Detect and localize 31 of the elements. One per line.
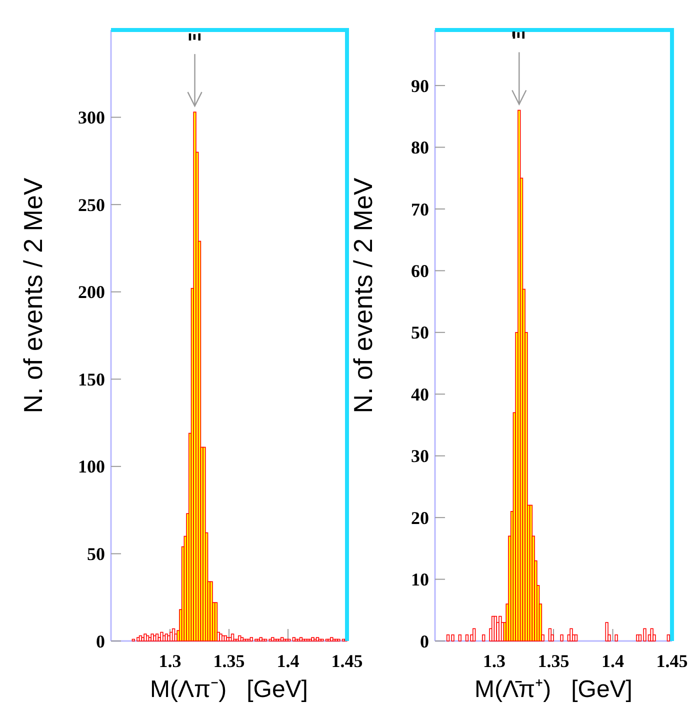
y-axis-title: N. of events / 2 MeV (348, 177, 378, 414)
y-tick-label: 250 (78, 194, 105, 215)
y-tick-label: 90 (411, 76, 429, 96)
x-tick-label: 1.3 (158, 651, 182, 671)
x-axis-title: M(Λ̄π⁺) [GeV] (474, 676, 632, 703)
x-tick-label: 1.4 (602, 651, 624, 671)
annotation: Ξ (185, 32, 204, 42)
x-tick-label: 1.35 (538, 651, 570, 671)
y-tick-label: 100 (78, 456, 105, 477)
y-axis-title: N. of events / 2 MeV (18, 177, 48, 414)
annotation: Ξ̄ (510, 30, 529, 40)
y-tick-label: 80 (411, 138, 429, 158)
x-axis-title: M(Λπ⁻) [GeV] (150, 676, 308, 703)
x-tick-label: 1.4 (276, 651, 300, 671)
y-tick-label: 50 (87, 544, 105, 564)
y-tick-label: 10 (411, 570, 429, 590)
y-tick-label: 0 (420, 631, 429, 652)
x-tick-label: 1.45 (331, 651, 363, 671)
y-tick-label: 300 (78, 108, 105, 128)
y-tick-label: 0 (96, 631, 105, 652)
y-tick-label: 150 (78, 369, 105, 390)
y-tick-label: 20 (411, 508, 429, 528)
y-tick-label: 200 (78, 282, 105, 302)
y-tick-label: 30 (411, 446, 429, 466)
x-tick-label: 1.3 (483, 651, 506, 671)
y-tick-label: 70 (411, 199, 429, 220)
x-tick-label: 1.35 (213, 651, 245, 671)
x-tick-label: 1.45 (656, 651, 688, 671)
y-tick-label: 60 (411, 260, 429, 281)
y-tick-label: 40 (411, 384, 429, 404)
y-tick-label: 50 (411, 322, 429, 343)
